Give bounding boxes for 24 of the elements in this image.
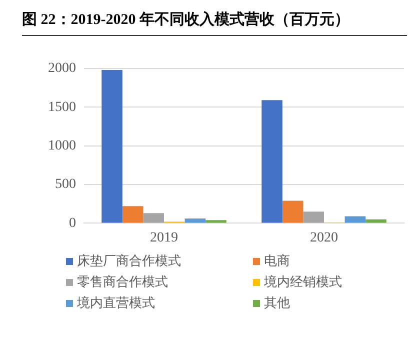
x-tick-label: 2019 — [150, 230, 178, 246]
legend-label: 床垫厂商合作模式 — [77, 253, 181, 270]
legend-label: 境内经销模式 — [264, 274, 342, 291]
bar — [262, 100, 282, 223]
legend-label: 零售商合作模式 — [77, 274, 168, 291]
bar — [143, 213, 164, 223]
bar — [206, 220, 226, 223]
y-tick-label: 0 — [69, 216, 76, 231]
y-tick-label: 1000 — [48, 138, 76, 154]
bar — [122, 206, 144, 223]
bar — [184, 218, 206, 223]
bar — [303, 212, 324, 223]
x-tick-label: 2020 — [310, 230, 338, 246]
legend-label: 境内直营模式 — [77, 295, 155, 312]
bar — [366, 219, 386, 223]
legend-label: 其他 — [264, 295, 290, 312]
y-tick-label: 500 — [55, 177, 76, 192]
bar — [344, 216, 366, 223]
bar — [282, 200, 304, 223]
legend-label: 电商 — [264, 253, 290, 270]
y-tick-label: 2000 — [48, 61, 76, 76]
y-tick-label: 1500 — [48, 100, 76, 115]
bar — [102, 70, 122, 223]
chart-title: 图 22：2019-2020 年不同收入模式营收（百万元） — [22, 10, 407, 36]
